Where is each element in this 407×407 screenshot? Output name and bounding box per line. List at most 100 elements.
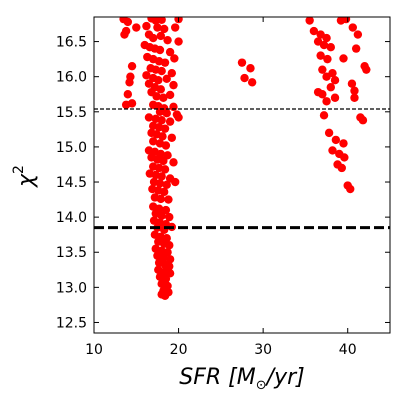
data-point-41 <box>156 85 166 94</box>
x-tick-label-2: 30 <box>254 342 272 358</box>
y-tick-label-7: 16.0 <box>56 70 87 86</box>
data-point-32 <box>167 68 177 78</box>
data-point-61 <box>174 113 183 122</box>
data-point-164 <box>350 86 359 95</box>
data-point-79 <box>169 158 178 167</box>
data-point-54 <box>155 107 165 117</box>
data-point-93 <box>159 187 169 197</box>
data-point-69 <box>149 137 158 146</box>
data-point-167 <box>350 93 359 102</box>
data-point-71 <box>161 141 171 150</box>
data-point-139 <box>305 17 314 25</box>
data-point-170 <box>358 116 368 125</box>
data-point-36 <box>154 76 163 85</box>
data-point-68 <box>167 133 177 142</box>
data-point-37 <box>162 74 171 84</box>
data-point-1 <box>123 17 133 27</box>
data-point-78 <box>159 156 168 166</box>
y-tick-label-6: 15.5 <box>56 105 87 121</box>
data-point-173 <box>339 139 348 148</box>
data-point-34 <box>142 71 151 80</box>
data-point-144 <box>322 33 331 43</box>
data-point-123 <box>165 262 174 271</box>
data-point-165 <box>322 97 331 106</box>
data-point-172 <box>331 135 341 145</box>
data-point-82 <box>160 165 170 174</box>
data-point-146 <box>353 30 363 39</box>
x-axis-label-unit: /yr] <box>265 365 305 390</box>
data-point-57 <box>144 113 154 122</box>
data-point-137 <box>240 73 249 83</box>
y-tick-label-2: 13.5 <box>56 245 87 261</box>
data-point-160 <box>347 79 357 88</box>
data-point-9 <box>142 21 151 31</box>
data-point-26 <box>160 58 170 67</box>
data-point-90 <box>170 177 180 187</box>
data-point-114 <box>165 241 174 250</box>
data-point-21 <box>155 45 165 55</box>
data-point-53 <box>169 102 178 112</box>
data-point-85 <box>157 172 166 181</box>
data-point-59 <box>157 116 166 125</box>
data-point-88 <box>155 179 165 188</box>
data-point-152 <box>323 54 332 64</box>
y-axis-label-chi: χ <box>14 173 39 188</box>
data-point-95 <box>156 194 166 204</box>
data-point-163 <box>318 90 327 99</box>
data-point-136 <box>246 64 255 73</box>
y-tick-label-0: 12.5 <box>56 315 87 331</box>
data-point-22 <box>165 47 175 57</box>
data-point-161 <box>326 83 335 92</box>
data-point-28 <box>127 61 137 71</box>
data-point-178 <box>337 163 346 173</box>
data-point-145 <box>348 23 357 32</box>
y-axis-label-exponent: 2 <box>11 165 27 174</box>
data-point-141 <box>341 17 351 24</box>
plot-area <box>94 17 390 300</box>
data-point-67 <box>158 132 167 141</box>
x-tick-label-3: 40 <box>339 342 357 358</box>
x-axis-label-main: SFR [M <box>179 365 255 390</box>
data-point-15 <box>156 31 166 41</box>
data-point-16 <box>163 35 172 45</box>
data-point-142 <box>309 26 319 36</box>
data-point-138 <box>247 78 257 87</box>
x-axis-label-sun-symbol: ⊙ <box>256 378 267 393</box>
data-point-96 <box>164 195 173 204</box>
data-point-12 <box>170 23 180 32</box>
data-point-31 <box>157 66 166 76</box>
data-point-11 <box>159 24 169 34</box>
x-axis-ticks: 10 20 30 40 <box>85 17 357 358</box>
data-point-153 <box>339 54 348 63</box>
data-point-60 <box>165 117 175 126</box>
data-point-47 <box>165 90 175 100</box>
data-point-8 <box>132 23 141 32</box>
data-point-150 <box>351 44 361 53</box>
data-point-42 <box>169 80 178 90</box>
data-point-151 <box>316 51 325 60</box>
data-point-155 <box>318 65 327 74</box>
data-point-89 <box>162 180 171 190</box>
data-point-38 <box>125 78 134 87</box>
data-point-149 <box>326 43 335 52</box>
data-point-49 <box>127 99 137 108</box>
data-point-135 <box>237 58 247 67</box>
y-axis-ticks: 12.5 13.0 13.5 14.0 14.5 15.0 15.5 16.0 16.5 <box>56 35 390 331</box>
data-point-45 <box>152 92 161 101</box>
x-tick-label-0: 10 <box>85 342 103 358</box>
y-tick-label-3: 14.0 <box>56 210 87 226</box>
data-point-134 <box>157 290 166 299</box>
data-point-120 <box>165 255 175 264</box>
data-point-148 <box>319 40 329 50</box>
data-point-46 <box>159 93 168 102</box>
data-point-55 <box>162 109 171 118</box>
y-tick-label-4: 14.5 <box>56 175 87 191</box>
data-point-176 <box>340 153 349 162</box>
reference-lines-layer <box>94 108 390 230</box>
x-tick-label-1: 20 <box>170 342 188 358</box>
y-axis-label: χ2 <box>11 165 39 188</box>
plot-frame <box>93 16 391 334</box>
data-point-101 <box>157 211 166 220</box>
